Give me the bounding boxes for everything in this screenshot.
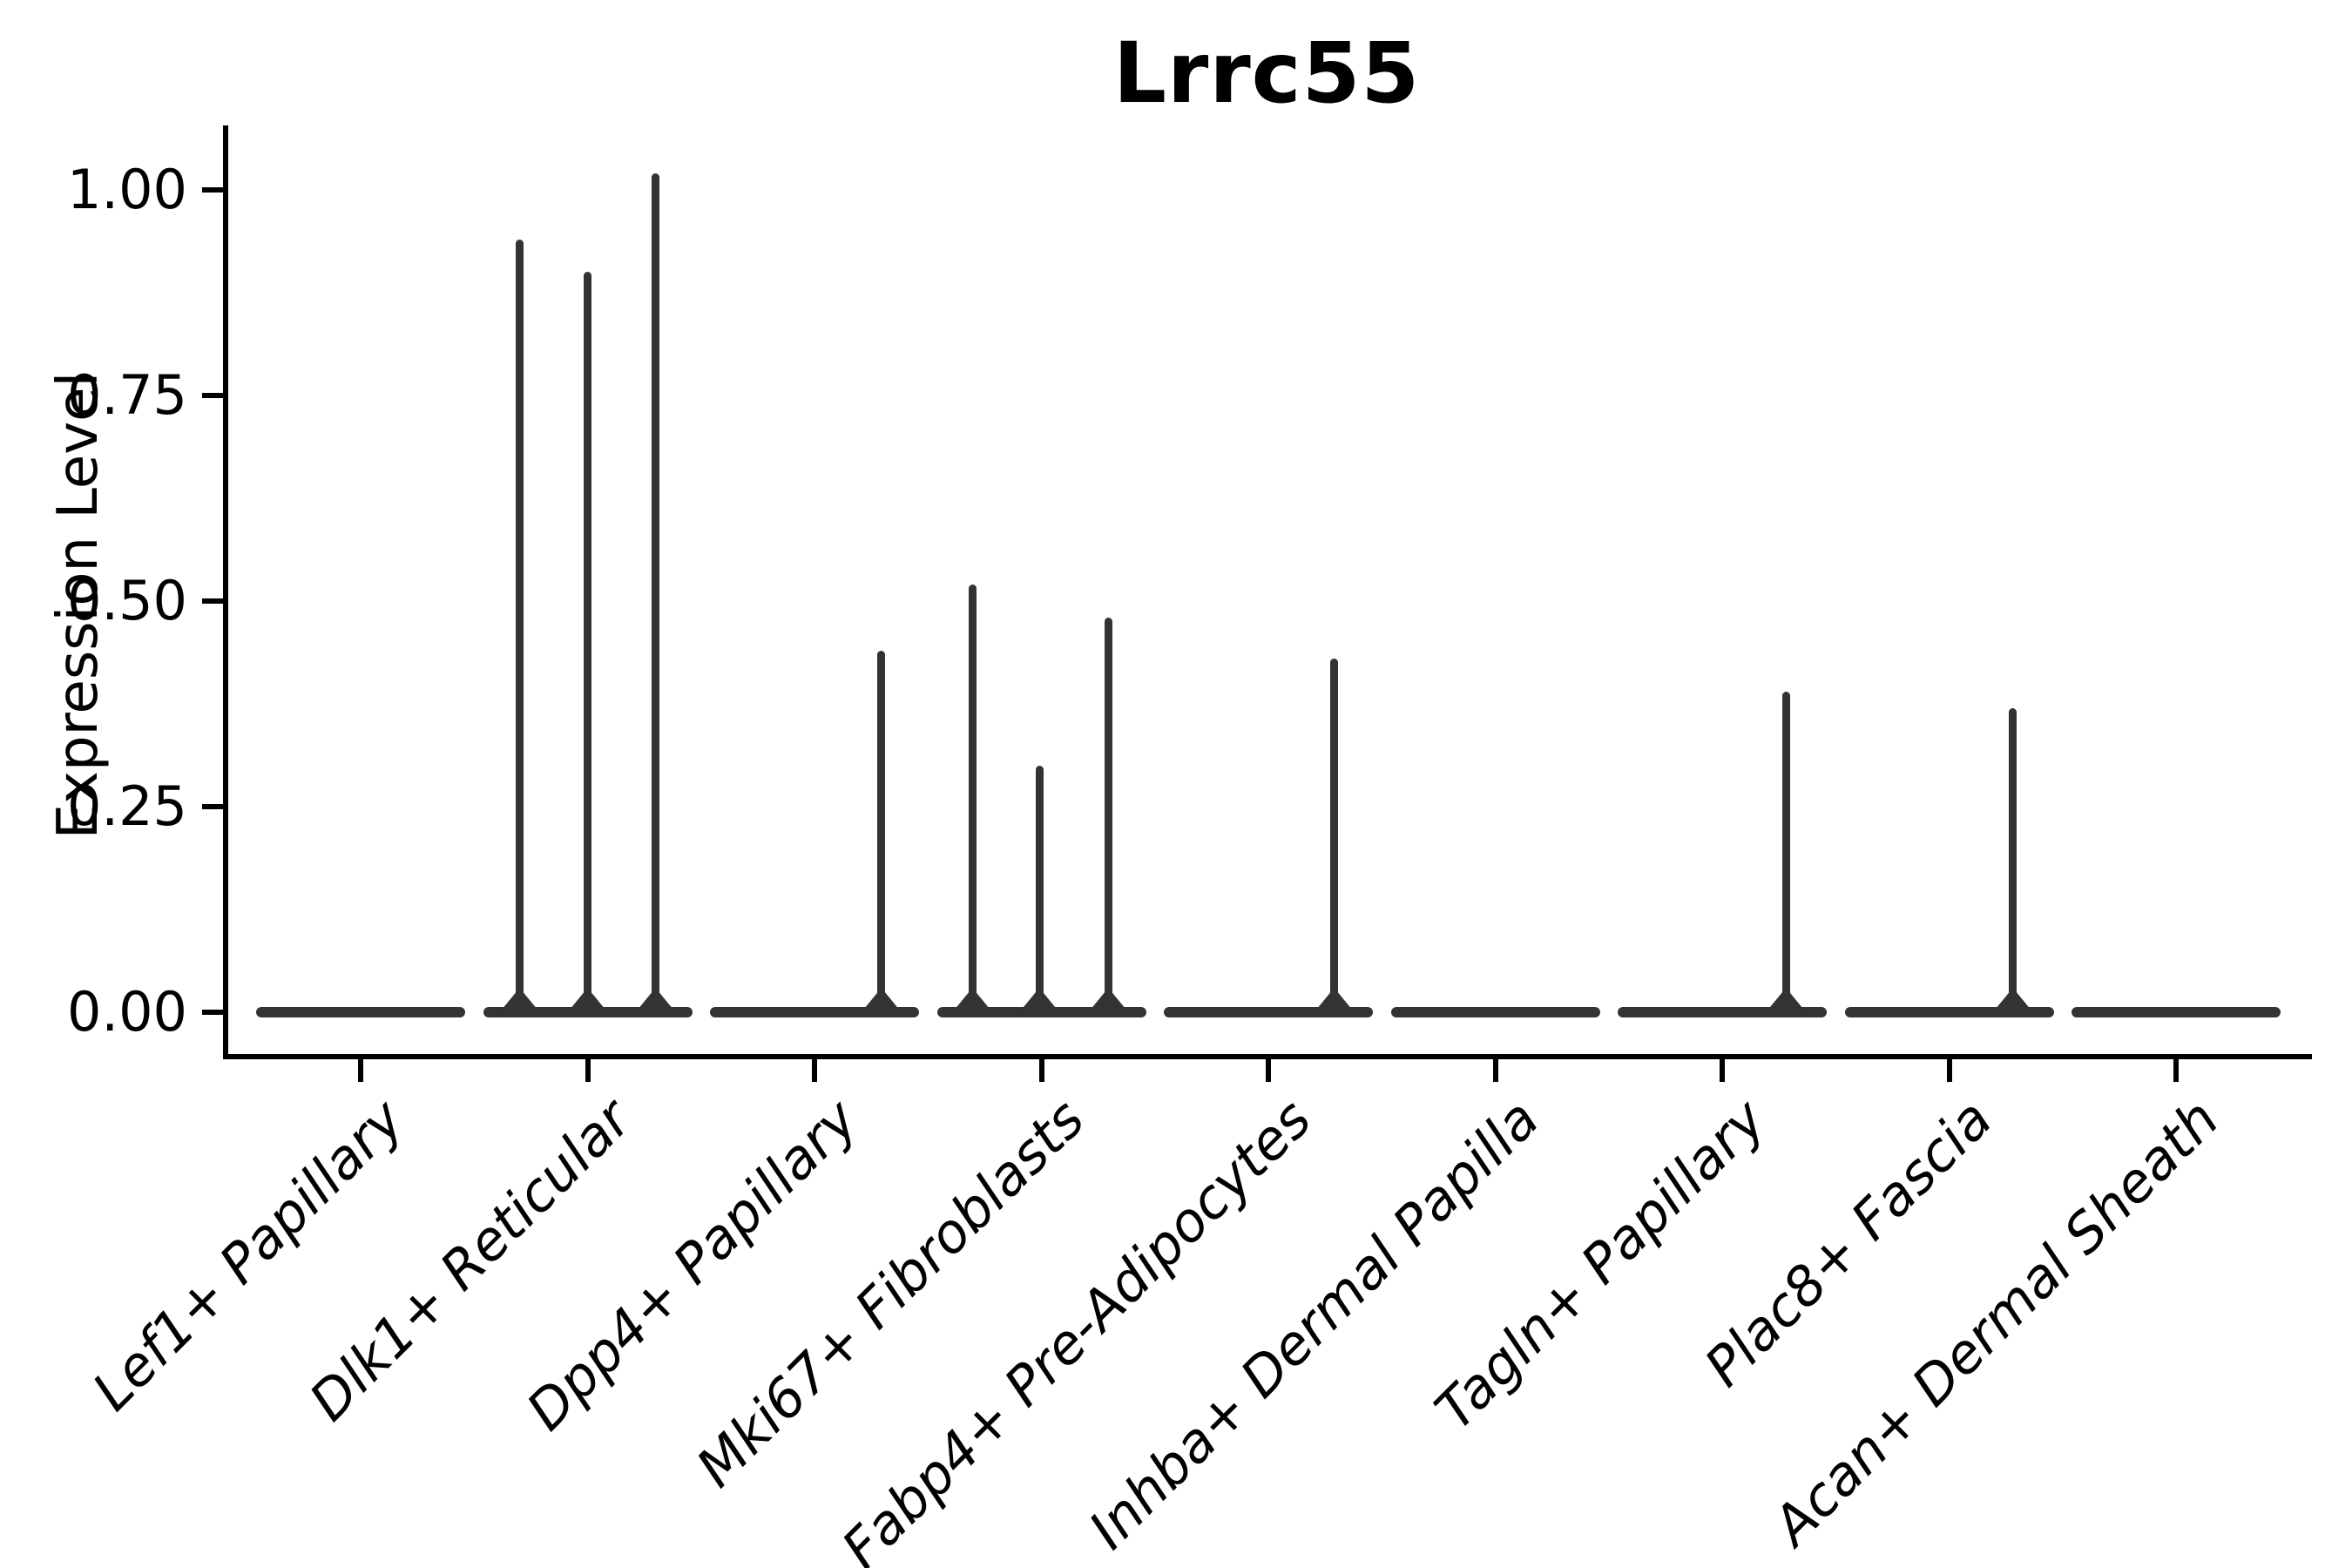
x-axis-tick	[585, 1059, 591, 1082]
violin-spike-flare	[861, 988, 902, 1012]
violin-spike-flare	[1766, 988, 1807, 1012]
violin-spike	[968, 585, 977, 1012]
y-tick-label: 0.00	[66, 980, 187, 1044]
violin-spike	[652, 173, 659, 1012]
violin-spike	[2009, 707, 2017, 1012]
violin-spike-flare	[635, 988, 676, 1012]
x-axis-spine	[223, 1054, 2312, 1059]
violin-spike	[1035, 765, 1044, 1012]
x-tick-label: Inhba+ Dermal Papilla	[1076, 1086, 1551, 1562]
x-tick-label: Mki67+ Fibroblasts	[684, 1086, 1097, 1500]
y-axis-tick	[202, 393, 223, 398]
y-axis-tick	[202, 1010, 223, 1015]
x-axis-tick	[1266, 1059, 1271, 1082]
violin-spike	[1330, 659, 1339, 1012]
violin-spike	[516, 239, 524, 1012]
x-tick-label: Acan+ Dermal Sheath	[1761, 1086, 2232, 1558]
x-axis-tick	[1492, 1059, 1498, 1082]
y-axis-tick	[202, 187, 223, 193]
x-tick-label: Fabp4+ Pre-Adipocytes	[829, 1086, 1324, 1568]
chart-title: Lrrc55	[1112, 24, 1421, 122]
violin-spike-flare	[1019, 988, 1060, 1012]
violin-spike-flare	[952, 988, 993, 1012]
violin-spike	[584, 272, 591, 1012]
y-tick-label: 0.75	[66, 363, 187, 427]
violin-spike	[877, 650, 886, 1012]
violin-spike-flare	[1088, 988, 1129, 1012]
violin-baseline	[2072, 1007, 2281, 1017]
y-axis-tick	[202, 598, 223, 604]
violin-baseline	[256, 1007, 465, 1017]
x-axis-tick	[1038, 1059, 1044, 1082]
y-tick-label: 0.50	[66, 569, 187, 632]
x-axis-tick	[1720, 1059, 1725, 1082]
x-axis-tick	[812, 1059, 817, 1082]
violin-spike-flare	[1992, 988, 2033, 1012]
y-tick-label: 1.00	[66, 158, 187, 221]
violin-spike-flare	[1314, 988, 1355, 1012]
x-axis-tick	[1946, 1059, 1952, 1082]
y-tick-label: 0.25	[66, 774, 187, 838]
x-axis-tick	[358, 1059, 363, 1082]
violin-spike-flare	[499, 988, 540, 1012]
violin-spike	[1781, 691, 1790, 1012]
violin-spike-flare	[567, 988, 608, 1012]
violin-baseline	[1390, 1007, 1600, 1017]
y-axis-tick	[202, 804, 223, 809]
x-axis-tick	[2173, 1059, 2179, 1082]
y-axis-spine	[223, 125, 228, 1059]
violin-spike	[1104, 617, 1112, 1012]
